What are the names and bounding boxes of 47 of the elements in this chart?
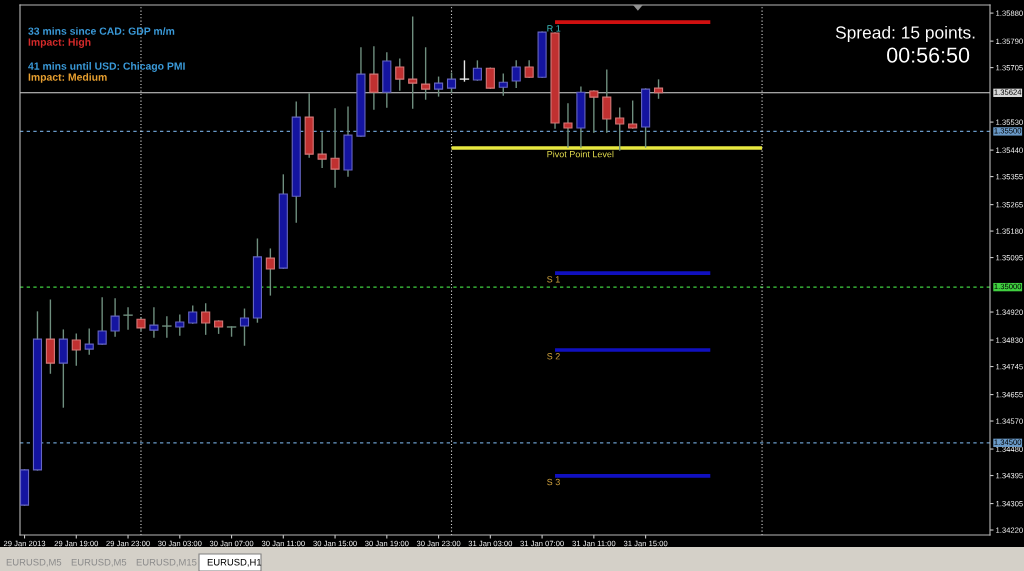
series-label: S 3 bbox=[547, 478, 560, 486]
candlestick bbox=[239, 308, 250, 346]
candlestick bbox=[175, 314, 185, 336]
candlestick bbox=[123, 307, 133, 330]
candlestick bbox=[149, 307, 159, 338]
candlestick bbox=[369, 46, 379, 110]
series-label: S 1 bbox=[547, 276, 560, 283]
candlestick bbox=[97, 297, 107, 345]
annotation: Impact: High bbox=[28, 38, 91, 48]
series-label: R 1 bbox=[547, 25, 561, 32]
annotation: 00:56:50 bbox=[887, 47, 970, 63]
text: EURUSD,M5 bbox=[6, 558, 62, 567]
candlestick bbox=[653, 79, 664, 99]
annotation: Spread: 15 points. bbox=[835, 25, 975, 43]
candlestick bbox=[459, 60, 470, 82]
candlestick bbox=[563, 103, 573, 148]
annotation: Impact: Medium bbox=[28, 73, 107, 83]
candlestick bbox=[498, 73, 508, 96]
candlestick bbox=[330, 108, 340, 188]
annotation: 33 mins since CAD: GDP m/m bbox=[28, 27, 175, 35]
candlestick bbox=[434, 76, 444, 97]
text: EURUSD,M5 bbox=[71, 558, 127, 567]
text: EURUSD,H1 bbox=[207, 558, 262, 567]
candlestick bbox=[201, 303, 211, 335]
candlestick bbox=[628, 100, 638, 129]
candlestick bbox=[265, 248, 275, 296]
candlestick bbox=[84, 328, 94, 355]
candlestick bbox=[71, 333, 81, 366]
candlestick bbox=[45, 299, 55, 374]
candlestick bbox=[395, 58, 405, 91]
candlestick bbox=[485, 67, 495, 89]
candlestick bbox=[110, 298, 120, 337]
series-label: Pivot Point Level bbox=[547, 150, 614, 158]
candlestick bbox=[472, 60, 482, 81]
text: EURUSD,M15 bbox=[136, 558, 197, 567]
candlestick bbox=[589, 90, 599, 133]
candlestick bbox=[317, 132, 327, 168]
candlestick bbox=[408, 16, 418, 109]
candlestick bbox=[58, 329, 68, 408]
annotation: 41 mins until USD: Chicago PMI bbox=[28, 62, 185, 72]
candlestick bbox=[615, 107, 625, 151]
candlestick bbox=[421, 47, 431, 100]
candlestick bbox=[162, 316, 172, 338]
candlestick bbox=[446, 72, 457, 93]
candlestick bbox=[511, 60, 521, 88]
candlestick bbox=[602, 69, 612, 133]
series-label: S 2 bbox=[547, 353, 560, 360]
